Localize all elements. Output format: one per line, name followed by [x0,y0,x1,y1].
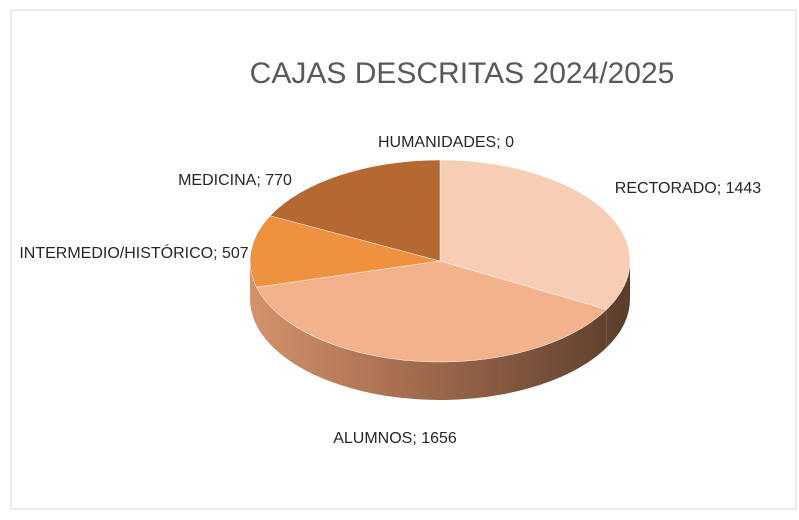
data-label: RECTORADO; 1443 [614,180,762,197]
pie-slice [269,159,441,262]
data-label: INTERMEDIO/HISTÓRICO; 507 [19,245,249,262]
pie-side [256,287,607,401]
pie-slice [249,215,441,288]
chart-title: CAJAS DESCRITAS 2024/2025 [250,57,675,90]
pie-slice [439,159,631,310]
pie-side [606,261,630,348]
data-label: MEDICINA; 770 [178,172,292,189]
data-label: ALUMNOS; 1656 [333,430,457,447]
pie-side [250,261,257,326]
pie-slice [256,260,608,363]
data-label: HUMANIDADES; 0 [377,134,515,151]
